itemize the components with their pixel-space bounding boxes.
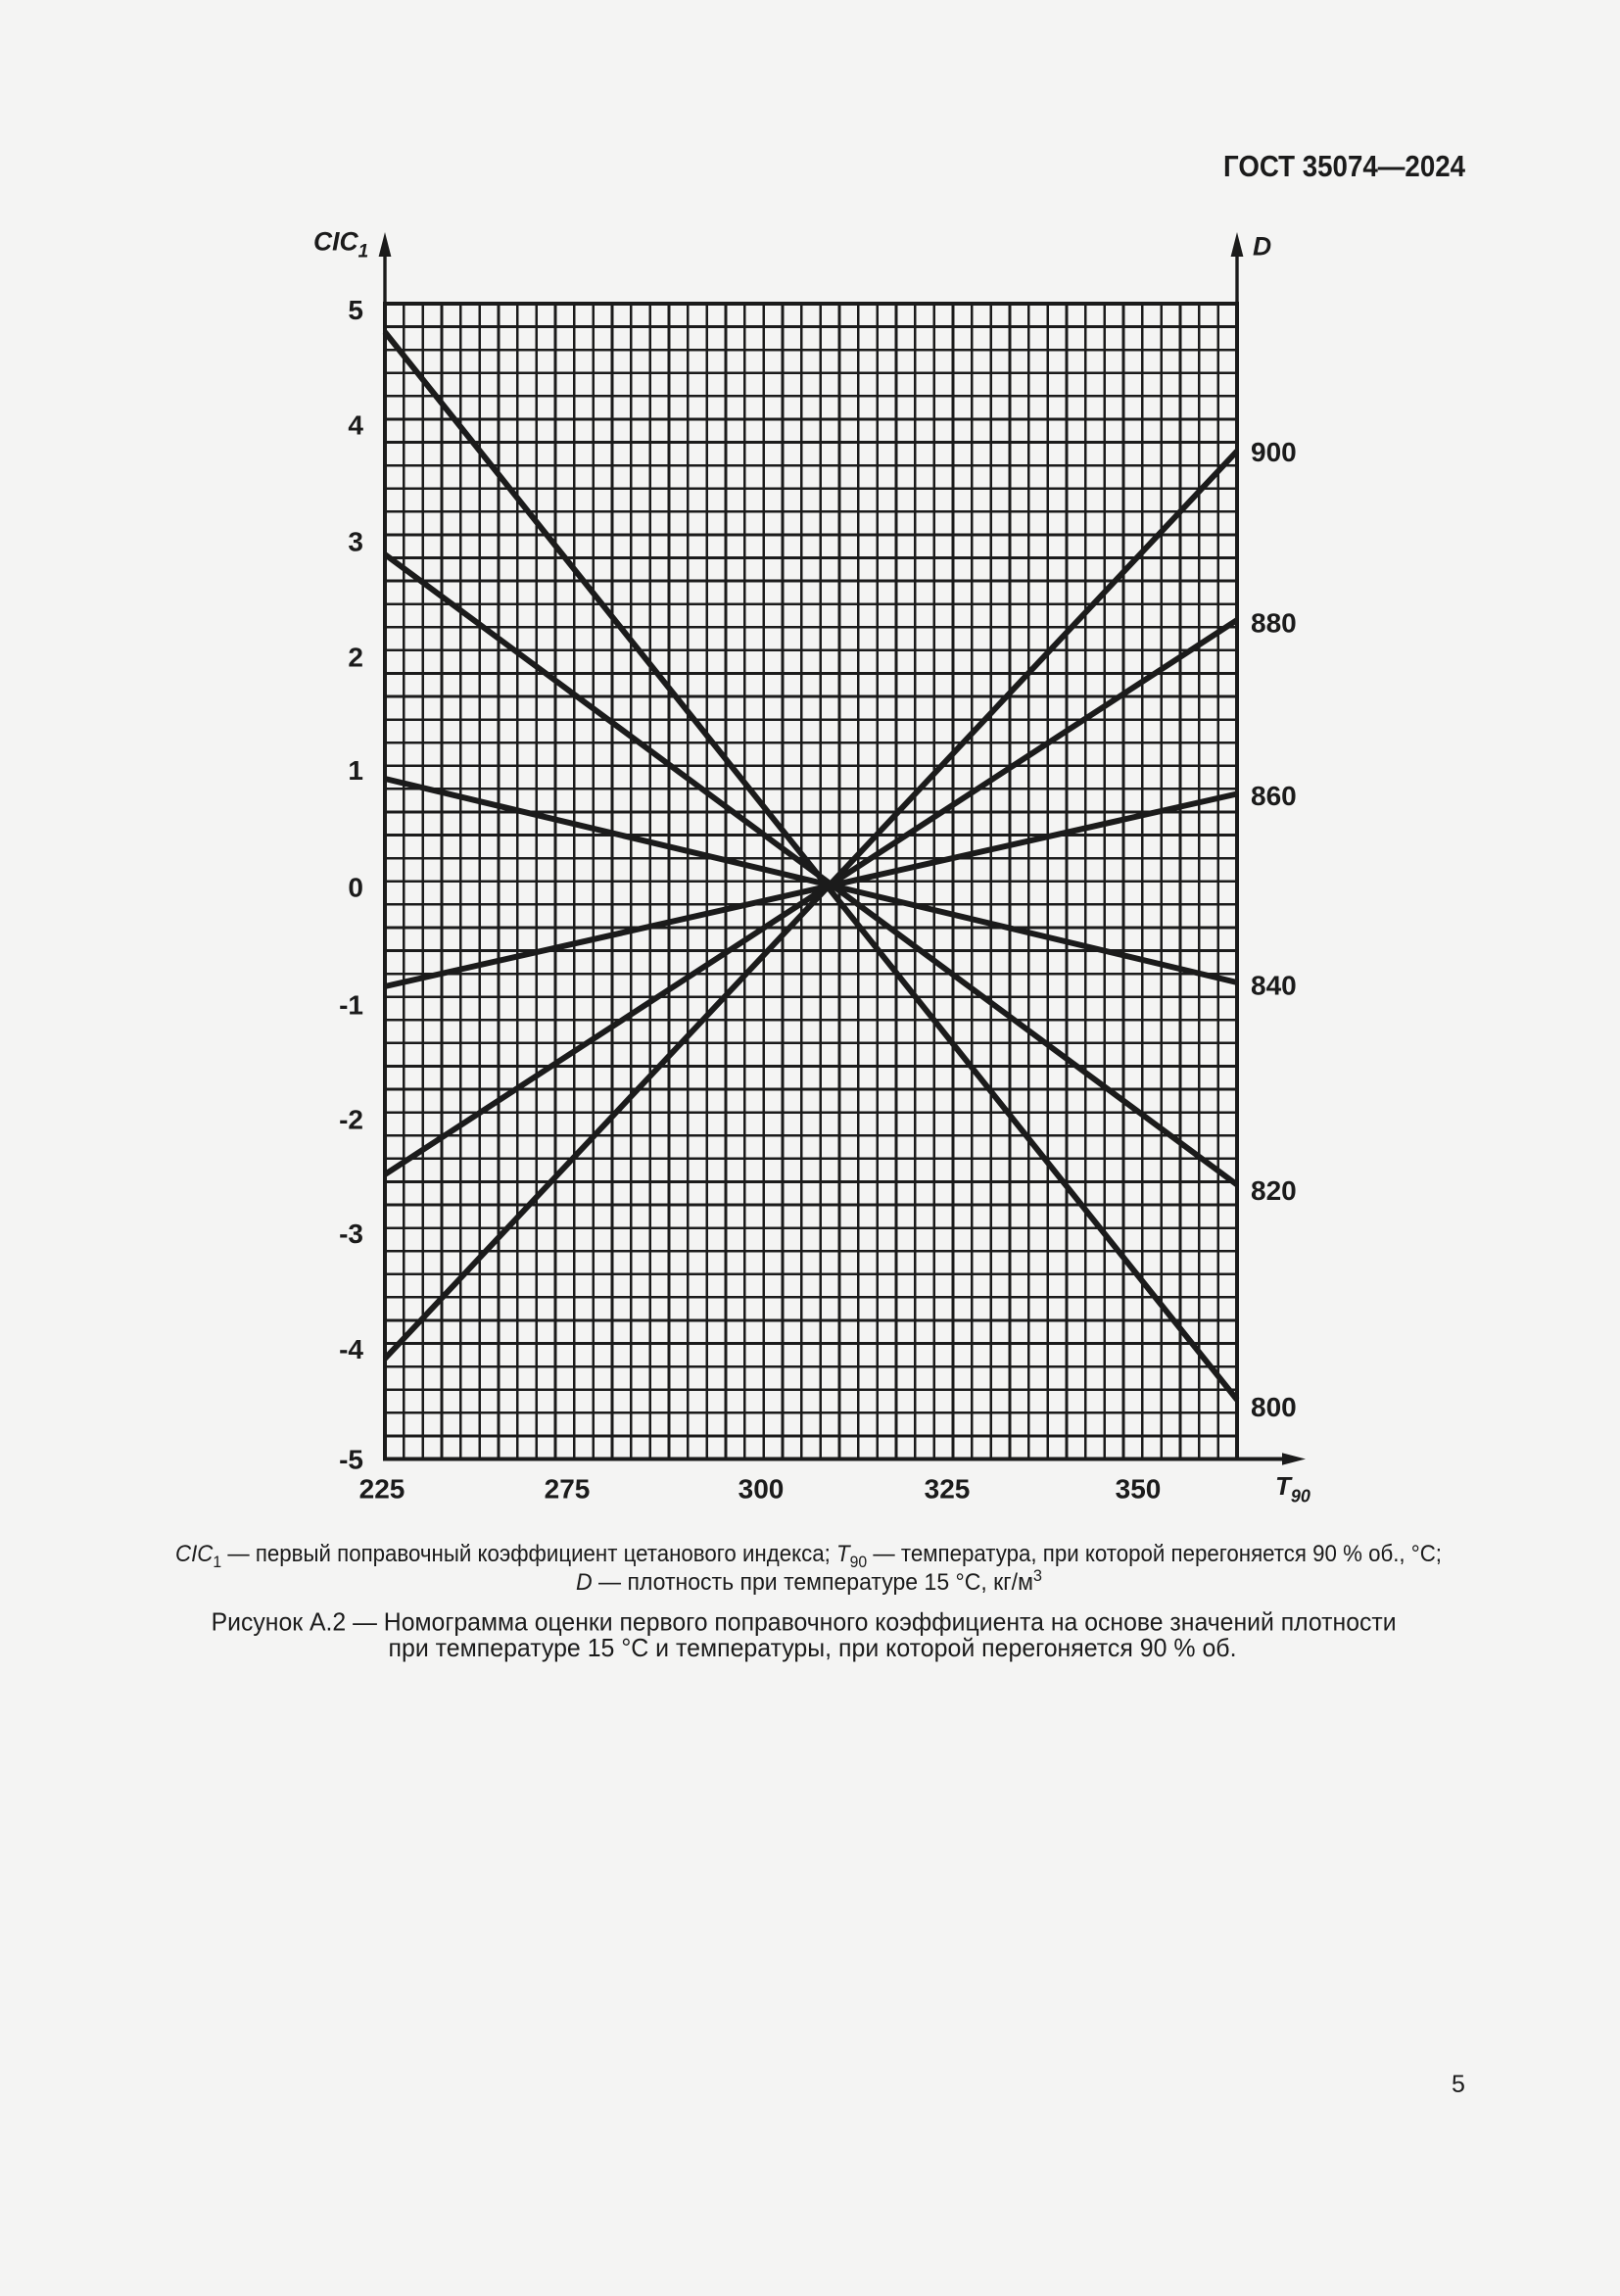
svg-text:5: 5 xyxy=(348,295,363,325)
svg-text:840: 840 xyxy=(1251,970,1297,1000)
svg-text:275: 275 xyxy=(545,1474,591,1505)
svg-text:860: 860 xyxy=(1251,781,1297,811)
svg-text:Рисунок А.2 — Номограмма оценк: Рисунок А.2 — Номограмма оценки первого … xyxy=(212,1607,1397,1637)
svg-text:-1: -1 xyxy=(339,989,363,1020)
svg-text:820: 820 xyxy=(1251,1175,1297,1206)
svg-text:5: 5 xyxy=(1452,2071,1465,2098)
svg-text:D — плотность при температуре: D — плотность при температуре 15 °С, кг/… xyxy=(576,1566,1042,1596)
svg-text:900: 900 xyxy=(1251,437,1297,467)
svg-text:1: 1 xyxy=(348,755,363,786)
svg-text:D: D xyxy=(1253,232,1271,262)
svg-text:0: 0 xyxy=(348,872,363,902)
svg-text:-5: -5 xyxy=(339,1444,363,1474)
svg-text:2: 2 xyxy=(348,643,363,673)
svg-text:ГОСТ 35074—2024: ГОСТ 35074—2024 xyxy=(1223,149,1466,183)
svg-text:325: 325 xyxy=(925,1474,971,1505)
svg-text:800: 800 xyxy=(1251,1392,1297,1422)
svg-text:при температуре 15 °С и темпер: при температуре 15 °С и температуры, при… xyxy=(389,1633,1237,1662)
svg-text:350: 350 xyxy=(1116,1474,1162,1505)
svg-text:880: 880 xyxy=(1251,608,1297,639)
svg-text:-2: -2 xyxy=(339,1104,363,1134)
svg-text:CIC1 — первый поправочный коэф: CIC1 — первый поправочный коэффициент це… xyxy=(175,1541,1442,1571)
svg-text:-3: -3 xyxy=(339,1219,363,1249)
svg-text:-4: -4 xyxy=(339,1334,363,1364)
svg-text:4: 4 xyxy=(348,409,363,440)
svg-text:3: 3 xyxy=(348,527,363,557)
svg-text:225: 225 xyxy=(359,1474,405,1505)
svg-text:300: 300 xyxy=(739,1474,785,1505)
